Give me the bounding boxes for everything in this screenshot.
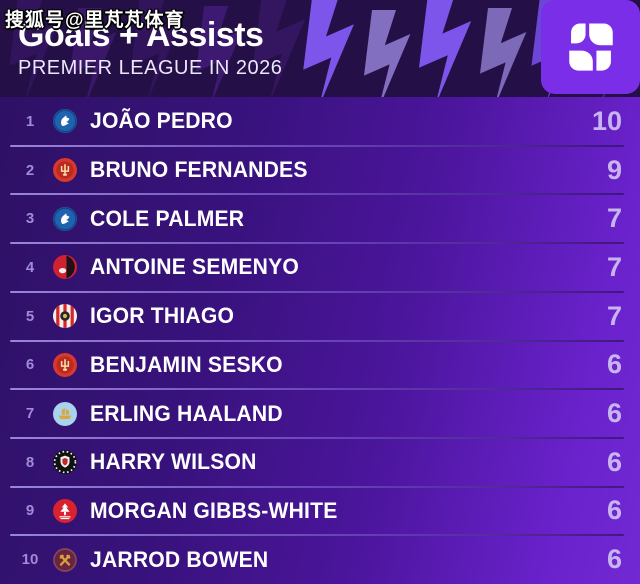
player-row: 8 HARRY WILSON 6 <box>0 436 640 487</box>
player-name: ERLING HAALAND <box>90 400 283 426</box>
rank-label: 8 <box>25 453 35 471</box>
rank-label: 6 <box>25 356 35 374</box>
stat-value: 6 <box>606 398 622 429</box>
stat-value: 7 <box>606 251 622 282</box>
rank-label: 10 <box>21 551 39 569</box>
player-list: 1 JOÃO PEDRO 10 2 BRUNO FERNANDES 9 3 CO… <box>0 97 640 584</box>
team-badge-manchester-united-icon <box>53 158 77 183</box>
player-row: 6 BENJAMIN SESKO 6 <box>0 339 640 390</box>
stat-value: 7 <box>606 203 622 234</box>
rank-label: 2 <box>25 161 35 179</box>
team-badge-fulham-icon <box>53 450 77 475</box>
player-row: 3 COLE PALMER 7 <box>0 193 640 243</box>
player-name: BENJAMIN SESKO <box>90 351 283 377</box>
player-name: IGOR THIAGO <box>90 303 235 329</box>
player-name: ANTOINE SEMENYO <box>90 254 300 280</box>
stat-value: 10 <box>591 105 622 136</box>
player-name: JOÃO PEDRO <box>90 108 233 134</box>
player-row: 1 JOÃO PEDRO 10 <box>0 97 640 146</box>
page-title: Goals + Assists <box>18 16 264 54</box>
team-badge-chelsea-icon <box>53 206 77 231</box>
stat-value: 9 <box>606 154 622 185</box>
rank-label: 3 <box>25 210 35 228</box>
header: Goals + Assists PREMIER LEAGUE IN 2026 <box>0 0 640 97</box>
sofascore-s-icon <box>568 23 613 71</box>
stat-value: 6 <box>606 446 622 477</box>
player-name: JARROD BOWEN <box>90 546 269 572</box>
player-name: BRUNO FERNANDES <box>90 157 308 183</box>
player-name: MORGAN GIBBS-WHITE <box>90 497 338 523</box>
team-badge-west-ham-icon <box>53 547 77 572</box>
watermark-sohu: 搜狐号@里芃芃体育 <box>5 10 185 31</box>
rank-label: 7 <box>25 405 35 423</box>
team-badge-manchester-united-icon <box>53 352 77 377</box>
team-badge-brentford-icon <box>53 304 77 329</box>
lightning-pattern-background <box>0 0 640 97</box>
rank-label: 1 <box>25 112 35 130</box>
player-row: 10 JARROD BOWEN 6 <box>0 534 640 584</box>
player-row: 4 ANTOINE SEMENYO 7 <box>0 242 640 292</box>
team-badge-manchester-city-icon <box>53 401 77 426</box>
player-row: 2 BRUNO FERNANDES 9 <box>0 144 640 195</box>
team-badge-chelsea-icon <box>53 109 77 134</box>
sofascore-logo <box>541 0 640 94</box>
player-name: HARRY WILSON <box>90 449 257 475</box>
stat-value: 6 <box>606 495 622 526</box>
stat-value: 6 <box>606 349 622 380</box>
team-badge-bournemouth-icon <box>53 255 77 280</box>
rank-label: 4 <box>25 258 35 276</box>
player-row: 7 ERLING HAALAND 6 <box>0 388 640 438</box>
rank-label: 5 <box>25 307 35 325</box>
stat-value: 7 <box>606 300 622 331</box>
player-row: 9 MORGAN GIBBS-WHITE 6 <box>0 485 640 536</box>
page-subtitle: PREMIER LEAGUE IN 2026 <box>18 56 283 79</box>
player-row: 5 IGOR THIAGO 7 <box>0 290 640 341</box>
team-badge-nottingham-forest-icon <box>53 498 77 523</box>
player-name: COLE PALMER <box>90 205 245 231</box>
stat-value: 6 <box>606 544 622 575</box>
rank-label: 9 <box>25 502 35 520</box>
